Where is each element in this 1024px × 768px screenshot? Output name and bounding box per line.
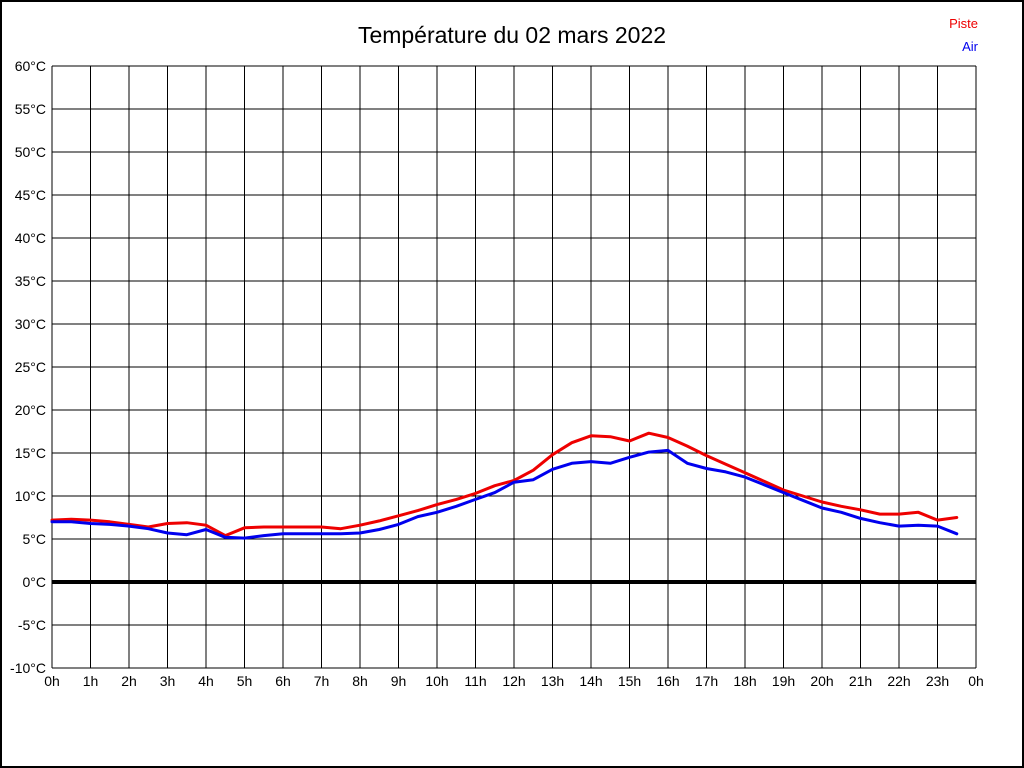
x-tick-label: 5h: [237, 673, 253, 689]
x-tick-label: 6h: [275, 673, 291, 689]
y-tick-label: -10°C: [10, 660, 46, 676]
x-tick-label: 17h: [695, 673, 718, 689]
x-tick-label: 8h: [352, 673, 368, 689]
x-tick-label: 12h: [502, 673, 525, 689]
y-tick-label: 25°C: [15, 359, 46, 375]
series-piste-line: [50, 431, 959, 538]
legend-label-piste: Piste: [949, 16, 978, 31]
x-tick-label: 0h: [968, 673, 984, 689]
x-tick-label: 13h: [541, 673, 564, 689]
x-tick-label: 18h: [733, 673, 756, 689]
y-tick-label: 45°C: [15, 187, 46, 203]
x-tick-label: 9h: [391, 673, 407, 689]
y-tick-label: 35°C: [15, 273, 46, 289]
y-tick-label: 0°C: [23, 574, 47, 590]
y-tick-label: 50°C: [15, 144, 46, 160]
x-tick-label: 23h: [926, 673, 949, 689]
x-tick-label: 21h: [849, 673, 872, 689]
x-tick-label: 10h: [425, 673, 448, 689]
y-tick-label: 15°C: [15, 445, 46, 461]
y-tick-label: 55°C: [15, 101, 46, 117]
y-tick-label: 60°C: [15, 58, 46, 74]
x-tick-label: 1h: [83, 673, 99, 689]
series-air-line: [50, 448, 959, 540]
x-tick-label: 19h: [772, 673, 795, 689]
legend-label-air: Air: [962, 39, 978, 54]
x-tick-label: 20h: [810, 673, 833, 689]
x-tick-label: 22h: [887, 673, 910, 689]
y-tick-label: 5°C: [23, 531, 47, 547]
x-tick-label: 0h: [44, 673, 60, 689]
y-tick-label: 40°C: [15, 230, 46, 246]
y-tick-label: 30°C: [15, 316, 46, 332]
x-tick-label: 15h: [618, 673, 641, 689]
y-tick-label: 20°C: [15, 402, 46, 418]
legend: Piste Air: [949, 12, 978, 58]
x-tick-label: 14h: [579, 673, 602, 689]
x-tick-label: 16h: [656, 673, 679, 689]
x-tick-label: 4h: [198, 673, 214, 689]
x-tick-label: 7h: [314, 673, 330, 689]
chart-title: Température du 02 mars 2022: [357, 22, 667, 48]
y-tick-label: 10°C: [15, 488, 46, 504]
x-tick-label: 3h: [160, 673, 176, 689]
y-tick-label: -5°C: [18, 617, 46, 633]
x-tick-label: 2h: [121, 673, 137, 689]
x-tick-label: 11h: [464, 673, 486, 689]
